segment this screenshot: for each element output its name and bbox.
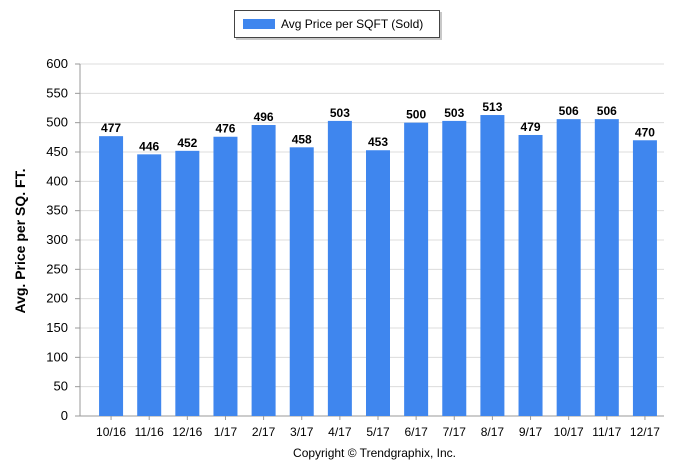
x-tick-label: 2/17: [252, 425, 276, 439]
y-tick-label: 600: [46, 56, 68, 71]
data-label: 503: [444, 106, 464, 120]
y-tick-label: 150: [46, 320, 68, 335]
data-label: 506: [559, 104, 579, 118]
bar: [518, 134, 543, 416]
bar: [366, 150, 390, 417]
data-label: 453: [368, 135, 388, 149]
y-tick-label: 350: [46, 203, 68, 218]
y-tick-label: 550: [46, 85, 68, 100]
bar: [594, 119, 619, 416]
data-label: 458: [292, 132, 312, 146]
bar: [137, 154, 162, 416]
y-tick-label: 450: [46, 144, 68, 159]
y-tick-label: 250: [46, 261, 68, 276]
bar: [213, 136, 238, 416]
y-tick-label: 400: [46, 173, 68, 188]
x-tick-label: 12/16: [172, 425, 202, 439]
x-tick-label: 11/17: [592, 425, 621, 439]
x-tick-label: 11/16: [135, 425, 164, 439]
data-label: 479: [521, 120, 541, 134]
y-tick-label: 200: [46, 291, 68, 306]
bar: [99, 136, 124, 416]
x-tick-label: 7/17: [443, 425, 467, 439]
bar: [327, 120, 352, 416]
x-tick-label: 10/16: [96, 425, 126, 439]
bar: [289, 147, 314, 416]
bar: [404, 122, 429, 417]
x-tick-label: 4/17: [328, 425, 352, 439]
bar: [632, 140, 657, 416]
y-tick-label: 50: [54, 379, 68, 394]
y-tick-label: 300: [46, 232, 68, 247]
bar: [480, 115, 505, 416]
x-tick-label: 3/17: [290, 425, 314, 439]
data-label: 476: [215, 122, 235, 136]
data-label: 470: [635, 125, 655, 139]
data-label: 513: [482, 100, 502, 114]
copyright-text: Copyright © Trendgraphix, Inc.: [293, 446, 456, 460]
data-label: 496: [254, 110, 274, 124]
bar: [175, 150, 200, 416]
data-label: 506: [597, 104, 617, 118]
bar: [442, 120, 467, 416]
bar: [556, 119, 581, 416]
x-tick-label: 1/17: [214, 425, 238, 439]
x-tick-label: 8/17: [481, 425, 505, 439]
data-label: 500: [406, 108, 426, 122]
legend: Avg Price per SQFT (Sold): [234, 10, 440, 38]
y-tick-label: 500: [46, 115, 68, 130]
data-label: 452: [177, 136, 197, 150]
x-tick-label: 10/17: [554, 425, 584, 439]
data-label: 477: [101, 121, 121, 135]
legend-swatch: [243, 19, 275, 29]
data-label: 503: [330, 106, 350, 120]
x-tick-label: 6/17: [404, 425, 428, 439]
legend-label: Avg Price per SQFT (Sold): [281, 17, 424, 31]
data-label: 446: [139, 139, 159, 153]
y-tick-label: 100: [46, 349, 68, 364]
bar: [251, 125, 276, 416]
x-tick-label: 12/17: [630, 425, 660, 439]
x-tick-label: 5/17: [366, 425, 390, 439]
x-tick-label: 9/17: [519, 425, 543, 439]
y-tick-label: 0: [61, 408, 68, 423]
